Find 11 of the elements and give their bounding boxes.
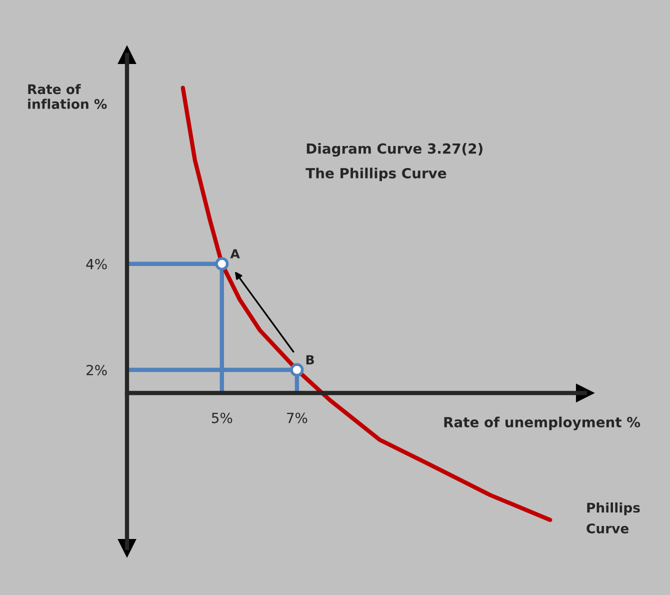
text: Phillips Curve — [586, 502, 640, 534]
annotation: B — [306, 355, 314, 364]
text: The Phillips Curve — [306, 168, 446, 182]
x-axis-title: Rate of unemployment % — [444, 416, 640, 430]
text: Diagram Curve 3.27(2) — [306, 143, 482, 157]
y-tick-label: 4% — [86, 258, 107, 270]
y-axis-title: Rate of inflation % — [28, 84, 107, 109]
x-tick-label: 7% — [287, 412, 308, 424]
x-tick-label: 5% — [212, 412, 232, 424]
annotation: A — [230, 249, 240, 258]
y-tick-label: 2% — [86, 364, 107, 376]
